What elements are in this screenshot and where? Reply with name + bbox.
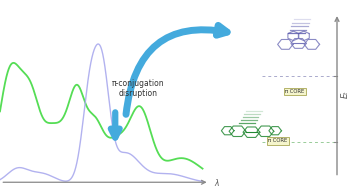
Text: π CORE: π CORE xyxy=(268,138,287,143)
Text: π CORE: π CORE xyxy=(285,89,305,94)
Text: π-conjugation
disruption: π-conjugation disruption xyxy=(112,79,164,98)
Text: Eₜ: Eₜ xyxy=(341,91,350,98)
Text: λ: λ xyxy=(214,179,219,188)
